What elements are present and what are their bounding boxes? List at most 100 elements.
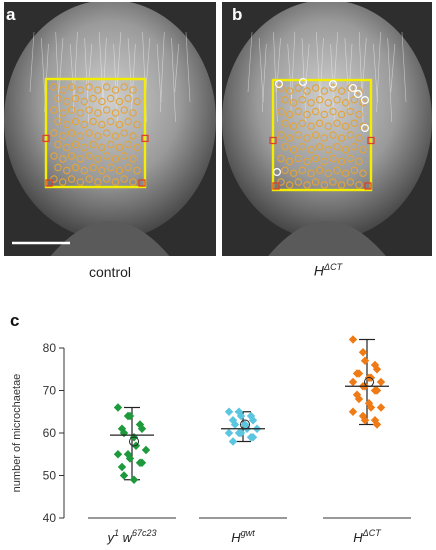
bristle-marker: [355, 157, 363, 166]
bristle-marker: [315, 96, 324, 104]
extra-bristle-marker: [354, 89, 363, 98]
bristle-marker: [303, 110, 311, 119]
bristle-marker: [281, 166, 289, 175]
bristle-marker: [124, 140, 132, 149]
bristle-line: [390, 43, 396, 93]
bristle-marker: [106, 94, 115, 103]
bristle-line: [261, 43, 267, 113]
bristle-marker: [85, 83, 93, 91]
bristle-marker: [337, 87, 346, 95]
bristle-marker: [285, 110, 294, 119]
bristle-marker: [50, 129, 58, 137]
bristle-marker: [120, 152, 128, 160]
data-point: [372, 420, 382, 429]
bristle-marker: [350, 119, 359, 128]
bristle-marker: [71, 117, 80, 126]
data-point: [119, 428, 129, 438]
bristle-marker: [324, 122, 333, 131]
data-point: [125, 411, 135, 421]
bristle-marker: [129, 178, 137, 186]
bristle-marker: [289, 146, 298, 154]
bristle-marker: [133, 97, 141, 106]
bristle-marker: [315, 119, 324, 128]
bristle-marker: [277, 154, 285, 163]
bristle-marker: [333, 119, 341, 128]
bristle-marker: [329, 131, 337, 139]
bristle-marker: [94, 155, 102, 163]
extra-bristle-marker: [274, 79, 283, 88]
bristle-marker: [50, 106, 58, 114]
bristle-marker: [307, 146, 315, 154]
bristle-marker: [71, 94, 80, 103]
bristle-marker: [124, 163, 132, 172]
bristle-marker: [124, 94, 132, 103]
bristle-line: [373, 43, 378, 103]
bristle-marker: [294, 178, 303, 186]
micrograph-mutant-image: [222, 2, 432, 256]
bristle-line: [113, 43, 118, 123]
bristle-marker: [85, 106, 93, 114]
bristle-marker: [59, 86, 67, 94]
bristle-marker: [294, 131, 303, 139]
bristle-marker: [346, 154, 355, 163]
bristle-marker: [98, 97, 106, 106]
data-point: [376, 403, 386, 412]
count-area-box: [271, 78, 373, 192]
bristle-marker: [129, 86, 137, 94]
data-point: [141, 445, 151, 455]
bristle-marker: [102, 152, 111, 160]
bristle-marker: [89, 163, 97, 172]
data-point: [348, 407, 358, 416]
bristle-marker: [102, 129, 111, 137]
bristle-marker: [333, 166, 341, 175]
bristle-marker: [324, 146, 333, 154]
data-point: [117, 424, 127, 433]
bristle-marker: [341, 122, 350, 131]
significance-annotation: ***: [359, 330, 375, 332]
bristle-marker: [315, 143, 324, 151]
data-point: [248, 433, 258, 442]
data-point: [224, 407, 234, 416]
bristle-marker: [50, 83, 58, 91]
data-point: [236, 411, 246, 421]
data-point: [123, 450, 133, 459]
bristle-marker: [311, 84, 320, 92]
bristle-marker: [298, 96, 307, 104]
bristle-marker: [277, 84, 285, 92]
bristle-marker: [59, 132, 67, 140]
bristle-marker: [80, 143, 89, 152]
bristle-line: [361, 37, 367, 93]
data-point: [137, 424, 147, 433]
bristle-marker: [329, 107, 337, 116]
bristle-marker: [115, 143, 124, 152]
bristle-marker: [50, 175, 58, 183]
bristle-line: [258, 37, 264, 103]
bristle-marker: [76, 109, 85, 117]
data-point: [137, 458, 147, 467]
bristle-marker: [311, 107, 320, 116]
bristle-marker: [350, 96, 359, 104]
bristle-marker: [76, 155, 85, 163]
micrograph-control-image: [4, 2, 216, 256]
bristle-marker: [115, 120, 124, 129]
bristle-marker: [76, 132, 85, 140]
bristle-marker: [355, 134, 363, 142]
data-point: [125, 454, 135, 463]
data-point: [135, 420, 145, 429]
bristle-marker: [115, 97, 124, 106]
bristle-marker: [120, 129, 128, 137]
data-point: [240, 420, 250, 429]
bristle-marker: [277, 107, 285, 116]
data-point: [113, 403, 123, 412]
bristle-marker: [106, 140, 115, 149]
bristle-line: [290, 31, 296, 113]
bristle-marker: [303, 157, 311, 166]
bristle-marker: [329, 154, 337, 163]
bristle-marker: [89, 94, 97, 103]
bristle-marker: [315, 166, 324, 175]
data-point: [354, 394, 364, 404]
data-point: [246, 411, 256, 421]
median-marker: [129, 436, 139, 447]
bristle-marker: [63, 143, 71, 152]
bristle-marker: [54, 117, 62, 126]
